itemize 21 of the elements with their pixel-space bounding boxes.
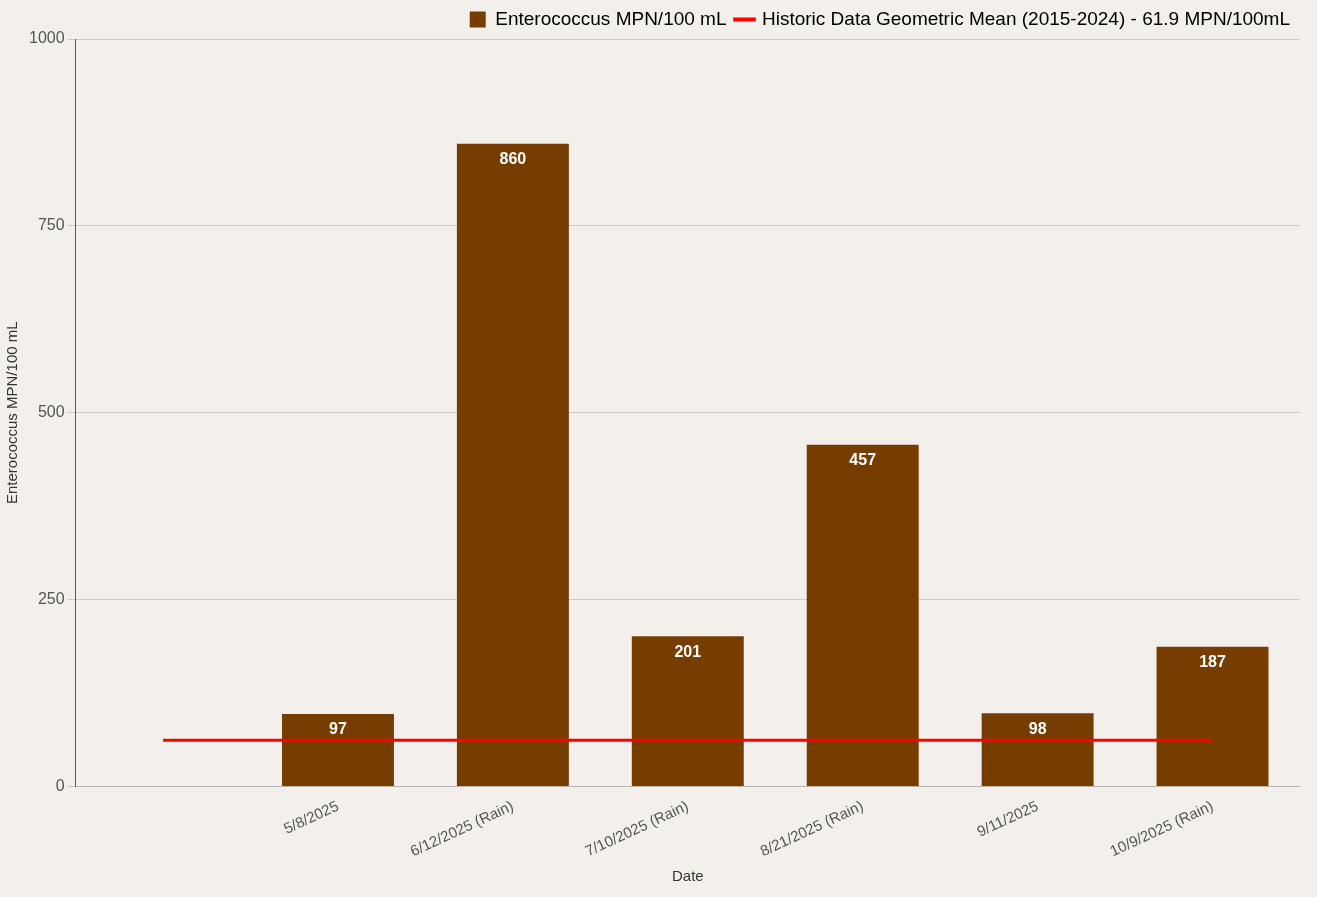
data-label: 187 bbox=[1199, 653, 1226, 671]
x-axis-title: Date bbox=[671, 867, 704, 885]
data-label: 457 bbox=[849, 451, 877, 469]
y-tick-label: 250 bbox=[37, 590, 65, 607]
bar bbox=[281, 713, 394, 786]
legend-label: Historic Data Geometric Mean (2015-2024) - 61.9 MPN/100mL bbox=[762, 7, 1291, 29]
data-label: 860 bbox=[499, 150, 527, 168]
data-label: 97 bbox=[329, 720, 347, 738]
y-tick-label: 750 bbox=[37, 216, 65, 234]
bar bbox=[631, 636, 744, 786]
data-label: 98 bbox=[1028, 719, 1047, 737]
y-tick-label: 500 bbox=[37, 403, 65, 421]
bar bbox=[1156, 646, 1269, 786]
y-axis-title: Enterococcus MPN/100 mL bbox=[3, 321, 21, 505]
bar bbox=[806, 444, 919, 786]
legend-label: Enterococcus MPN/100 mL bbox=[495, 7, 727, 29]
bar bbox=[456, 143, 569, 786]
bar bbox=[981, 713, 1094, 786]
data-label: 201 bbox=[674, 642, 702, 660]
y-tick-label: 0 bbox=[55, 776, 65, 794]
y-tick-label: 1000 bbox=[29, 29, 65, 47]
